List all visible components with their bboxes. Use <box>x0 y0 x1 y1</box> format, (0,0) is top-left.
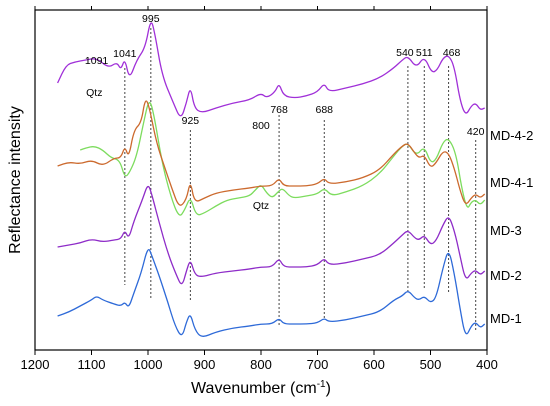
series-line-md-3 <box>57 100 486 206</box>
x-tick-label: 700 <box>307 357 329 372</box>
peak-label-540: 540 <box>396 47 414 59</box>
peak-label-768: 768 <box>270 104 288 116</box>
mineral-label-qtz: Qtz <box>86 87 102 99</box>
x-tick-label: 1000 <box>134 357 163 372</box>
peak-lines <box>124 28 477 332</box>
peak-label-688: 688 <box>316 104 334 116</box>
series-label-md-4-2: MD-4-2 <box>490 128 533 143</box>
series-line-md-2 <box>57 185 486 285</box>
x-tick-label: 400 <box>476 357 498 372</box>
y-axis-title: Reflectance intensity <box>7 106 24 254</box>
x-axis-title-suffix: ) <box>326 380 331 397</box>
labels-layer: MD-4-2 MD-4-1 MD-3 MD-2 MD-1 1091 1041 995 925 80… <box>85 13 533 326</box>
series-label-md-2: MD-2 <box>490 268 522 283</box>
x-axis-title: Wavenumber (cm-1) <box>191 379 331 397</box>
series-layer <box>57 22 486 337</box>
peak-label-800: 800 <box>252 120 270 132</box>
peak-label-925: 925 <box>182 115 200 127</box>
series-label-md-1: MD-1 <box>490 311 522 326</box>
peak-label-995: 995 <box>142 13 160 25</box>
peak-label-420: 420 <box>467 126 485 138</box>
mineral-label-qtz: Qtz <box>253 200 269 212</box>
x-axis-title-main: Wavenumber (cm <box>191 380 317 397</box>
series-line-md-4-2 <box>57 22 485 117</box>
x-axis-title-superscript: -1 <box>317 379 326 390</box>
peak-label-468: 468 <box>443 47 461 59</box>
series-label-md-3: MD-3 <box>490 223 522 238</box>
x-tick-label: 600 <box>363 357 385 372</box>
x-tick-label: 900 <box>194 357 216 372</box>
peak-label-511: 511 <box>416 47 433 59</box>
peak-label-1041: 1041 <box>113 48 137 60</box>
x-tick-label: 1100 <box>78 357 106 372</box>
series-label-md-4-1: MD-4-1 <box>490 175 533 190</box>
series-line-md-4-1 <box>79 102 486 216</box>
x-tick-label: 1200 <box>21 357 50 372</box>
x-tick-label: 500 <box>420 357 442 372</box>
x-axis-ticks: 1200 1100 1000 900 800 700 600 500 400 <box>21 6 498 372</box>
series-line-md-1 <box>57 249 486 337</box>
peak-label-1091: 1091 <box>85 55 109 67</box>
x-tick-label: 800 <box>250 357 272 372</box>
